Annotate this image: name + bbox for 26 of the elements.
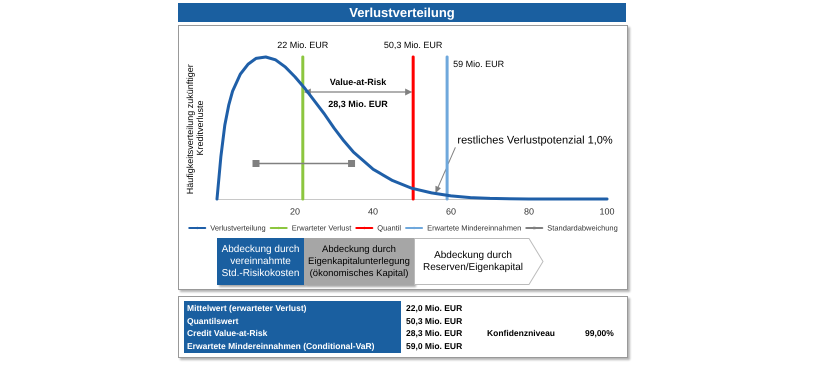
text: 99,00%: [585, 327, 614, 340]
x-tick-label: 80: [524, 206, 534, 216]
annotation: 22 Mio. EUR: [277, 40, 329, 50]
annotation: restliches Verlustpotenzial 1,0%: [457, 134, 613, 146]
text: Quantilswert: [187, 314, 238, 327]
annotation: 59 Mio. EUR: [453, 59, 505, 69]
x-tick-label: 40: [368, 206, 378, 216]
text: Erwartete Mindereinnahmen (Conditional-VaR): [187, 340, 374, 352]
x-tick-label: 20: [290, 206, 300, 216]
x-tick-label: 60: [446, 206, 456, 216]
y-axis-title: Häufigkeitsverteilung zukünftiger Kreditverluste: [185, 62, 205, 194]
text: 59,0 Mio. EUR: [406, 340, 462, 352]
text: Konfidenzniveau: [487, 327, 556, 340]
text: Mittelwert (erwarteter Verlust): [187, 302, 307, 314]
x-tick-label: 100: [599, 206, 615, 216]
annotation: 50,3 Mio. EUR: [384, 40, 443, 50]
text: Abdeckung durch Reserven/Eigenkapital: [422, 248, 524, 274]
text: 22,0 Mio. EUR: [406, 302, 462, 314]
text: Abdeckung durch Eigenkapitalunterlegung (ökonomisches Kapital): [304, 238, 414, 285]
text: 50,3 Mio. EUR: [406, 314, 462, 327]
text: 28,3 Mio. EUR: [406, 327, 462, 340]
annotation: 28,3 Mio. EUR: [328, 99, 388, 109]
text: Abdeckung durch vereinnahmte Std.-Risikokosten: [217, 238, 304, 285]
text: Credit Value-at-Risk: [187, 327, 268, 340]
annotation: Value-at-Risk: [330, 77, 388, 87]
chart-title: Verlustverteilung: [178, 3, 626, 22]
